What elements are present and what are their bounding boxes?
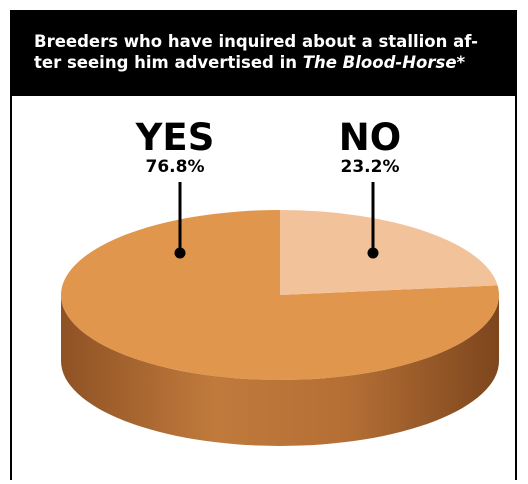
slice-label-yes: YES <box>135 116 215 159</box>
pie-slice-no <box>280 210 498 295</box>
pie-slices <box>61 210 499 446</box>
slice-value-no: 23.2% <box>341 157 400 177</box>
slice-label-no: NO <box>339 116 401 159</box>
leader-dot-no <box>368 248 379 259</box>
slice-value-yes: 76.8% <box>146 157 205 177</box>
leader-dot-yes <box>175 248 186 259</box>
